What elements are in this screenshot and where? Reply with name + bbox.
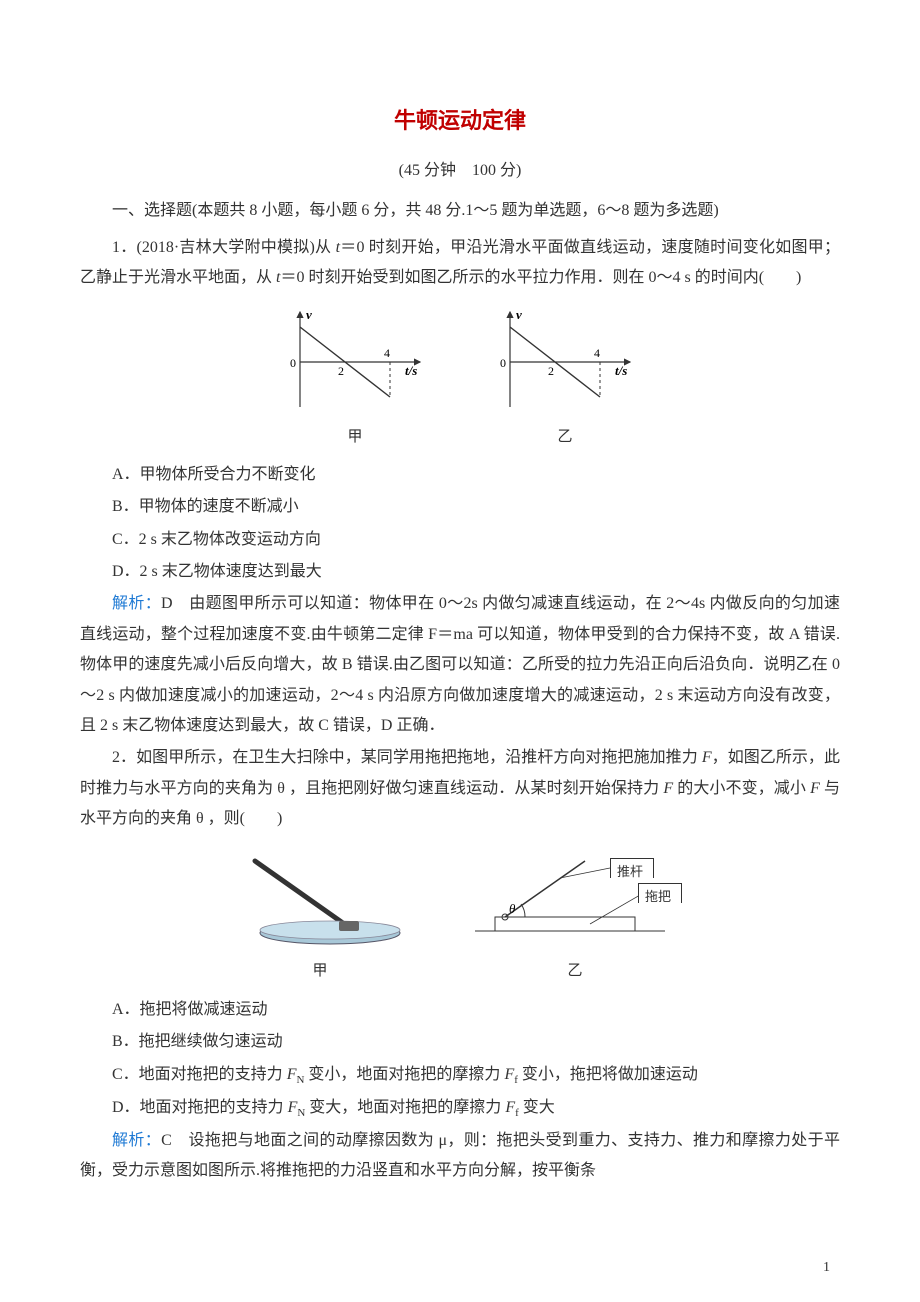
q2-analysis: 解析：C 设拖把与地面之间的动摩擦因数为 μ，则：拖把头受到重力、支持力、推力和… (80, 1126, 840, 1187)
fig-caption-2: 乙 (557, 423, 572, 452)
var-F: F (663, 780, 673, 797)
q2-optD: D．地面对拖把的支持力 FN 变大，地面对拖把的摩擦力 Ff 变大 (80, 1093, 840, 1124)
q1-stem-a: 1．(2018·吉林大学附中模拟)从 (112, 239, 336, 256)
x-label: t/s (405, 363, 417, 378)
angle-theta: θ (509, 901, 516, 916)
vt-graph-1-svg: 0 2 4 v t/s (280, 307, 430, 417)
tick-2: 2 (548, 364, 554, 378)
var-F: F (810, 780, 820, 797)
q2-figure: 甲 θ 推杆 拖把 乙 (80, 851, 840, 986)
tick-4: 4 (594, 346, 600, 360)
analysis-label: 解析： (112, 1132, 161, 1149)
page-title: 牛顿运动定律 (80, 100, 840, 142)
q2-optC-b: 变小，地面对拖把的摩擦力 (304, 1066, 504, 1083)
label-mop: 拖把 (638, 883, 682, 903)
var-FN: F (287, 1066, 297, 1083)
tick-2: 2 (338, 364, 344, 378)
fig-caption-1: 甲 (347, 423, 362, 452)
q2-optA: A．拖把将做减速运动 (80, 995, 840, 1025)
q2-stem-c: 的大小不变，减小 (673, 780, 810, 797)
mop-caption-right: 乙 (567, 957, 582, 986)
q1-optA: A．甲物体所受合力不断变化 (80, 460, 840, 490)
vt-graph-2-svg: 0 2 4 v t/s (490, 307, 640, 417)
q1-optD: D．2 s 末乙物体速度达到最大 (80, 557, 840, 587)
subtitle: (45 分钟 100 分) (80, 156, 840, 186)
q2-optD-b: 变大，地面对拖把的摩擦力 (305, 1099, 505, 1116)
q1-optC: C．2 s 末乙物体改变运动方向 (80, 525, 840, 555)
mop-diagram: θ 推杆 拖把 乙 (465, 851, 685, 986)
q1-optB: B．甲物体的速度不断减小 (80, 492, 840, 522)
mop-photo-svg (235, 851, 405, 951)
mop-caption-left: 甲 (312, 957, 327, 986)
tick-0: 0 (290, 356, 296, 370)
q1-figure-row: 0 2 4 v t/s 甲 0 2 4 v t/s 乙 (80, 307, 840, 452)
page-number: 1 (823, 1255, 830, 1282)
label-rod: 推杆 (610, 858, 654, 878)
mop-photo: 甲 (235, 851, 405, 986)
analysis-ans: D (161, 595, 189, 612)
q1-stem-c: ＝0 时刻开始受到如图乙所示的水平拉力作用．则在 0～4 s 的时间内( ) (280, 269, 801, 286)
q2-optD-c: 变大 (519, 1099, 555, 1116)
q1-analysis: 解析：D 由题图甲所示可以知道：物体甲在 0～2s 内做匀减速直线运动，在 2～… (80, 589, 840, 741)
x-label: t/s (615, 363, 627, 378)
var-Ff: F (504, 1066, 514, 1083)
y-label: v (306, 307, 312, 322)
q2-optC: C．地面对拖把的支持力 FN 变小，地面对拖把的摩擦力 Ff 变小，拖把将做加速… (80, 1060, 840, 1091)
q2-stem: 2．如图甲所示，在卫生大扫除中，某同学用拖把拖地，沿推杆方向对拖把施加推力 F，… (80, 743, 840, 834)
y-label: v (516, 307, 522, 322)
var-F: F (702, 749, 712, 766)
q2-optD-a: D．地面对拖把的支持力 (112, 1099, 288, 1116)
var-Ff: F (505, 1099, 515, 1116)
q2-optC-c: 变小，拖把将做加速运动 (518, 1066, 698, 1083)
analysis-ans: C (161, 1132, 188, 1149)
q2-optC-a: C．地面对拖把的支持力 (112, 1066, 287, 1083)
tick-4: 4 (384, 346, 390, 360)
q2-stem-a: 2．如图甲所示，在卫生大扫除中，某同学用拖把拖地，沿推杆方向对拖把施加推力 (112, 749, 702, 766)
section-1-heading: 一、选择题(本题共 8 小题，每小题 6 分，共 48 分.1～5 题为单选题，… (80, 196, 840, 226)
analysis-label: 解析： (112, 595, 161, 612)
figure-graph-2: 0 2 4 v t/s 乙 (490, 307, 640, 452)
tick-0: 0 (500, 356, 506, 370)
analysis-text: 由题图甲所示可以知道：物体甲在 0～2s 内做匀减速直线运动，在 2～4s 内做… (80, 595, 840, 734)
analysis-text: 设拖把与地面之间的动摩擦因数为 μ，则：拖把头受到重力、支持力、推力和摩擦力处于… (80, 1132, 840, 1179)
q1-stem: 1．(2018·吉林大学附中模拟)从 t＝0 时刻开始，甲沿光滑水平面做直线运动… (80, 233, 840, 294)
figure-graph-1: 0 2 4 v t/s 甲 (280, 307, 430, 452)
q2-optB: B．拖把继续做匀速运动 (80, 1027, 840, 1057)
var-FN: F (288, 1099, 298, 1116)
mop-diagram-svg: θ 推杆 拖把 (465, 851, 685, 951)
